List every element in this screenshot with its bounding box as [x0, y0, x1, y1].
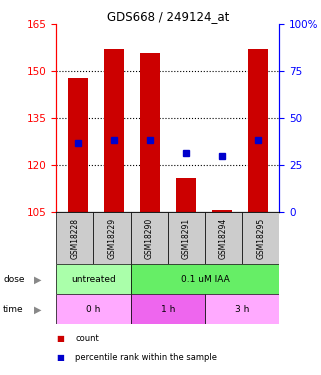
- Bar: [140, 53, 160, 212]
- Text: GSM18294: GSM18294: [219, 217, 228, 259]
- Text: dose: dose: [3, 275, 25, 284]
- Text: GSM18290: GSM18290: [145, 217, 154, 259]
- Text: ▶: ▶: [34, 304, 41, 314]
- FancyBboxPatch shape: [56, 294, 131, 324]
- Text: 1 h: 1 h: [160, 305, 175, 314]
- Bar: [212, 210, 231, 212]
- Text: GSM18291: GSM18291: [182, 217, 191, 259]
- FancyBboxPatch shape: [168, 212, 205, 264]
- Text: percentile rank within the sample: percentile rank within the sample: [75, 352, 217, 362]
- Text: GSM18228: GSM18228: [70, 217, 79, 259]
- FancyBboxPatch shape: [242, 212, 279, 264]
- Bar: [248, 50, 268, 212]
- FancyBboxPatch shape: [205, 212, 242, 264]
- Text: count: count: [75, 334, 99, 343]
- Text: ■: ■: [56, 334, 64, 343]
- Text: ▶: ▶: [34, 274, 41, 284]
- Text: 3 h: 3 h: [235, 305, 249, 314]
- Text: untreated: untreated: [71, 275, 116, 284]
- Text: time: time: [3, 305, 24, 314]
- FancyBboxPatch shape: [131, 294, 205, 324]
- Bar: [68, 78, 88, 212]
- Text: ■: ■: [56, 352, 64, 362]
- Text: 0.1 uM IAA: 0.1 uM IAA: [180, 275, 229, 284]
- FancyBboxPatch shape: [131, 212, 168, 264]
- FancyBboxPatch shape: [93, 212, 131, 264]
- FancyBboxPatch shape: [56, 264, 131, 294]
- Text: GSM18295: GSM18295: [256, 217, 265, 259]
- Text: 0 h: 0 h: [86, 305, 100, 314]
- Bar: [176, 177, 195, 212]
- FancyBboxPatch shape: [131, 264, 279, 294]
- Text: GSM18229: GSM18229: [108, 217, 117, 259]
- FancyBboxPatch shape: [56, 212, 93, 264]
- FancyBboxPatch shape: [205, 294, 279, 324]
- Title: GDS668 / 249124_at: GDS668 / 249124_at: [107, 10, 229, 23]
- Bar: [104, 50, 124, 212]
